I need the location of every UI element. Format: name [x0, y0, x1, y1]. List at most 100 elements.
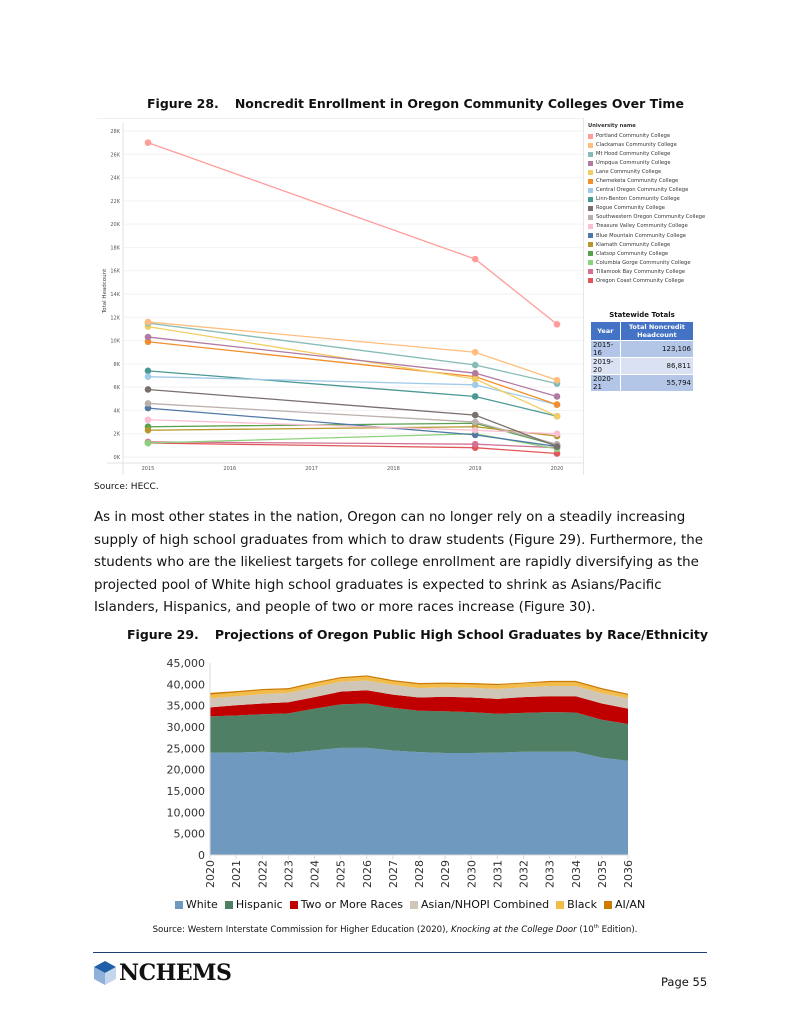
data-point	[144, 333, 152, 341]
legend-item: Oregon Coast Community College	[588, 276, 705, 285]
series-mt-hood-community-college	[144, 319, 561, 387]
x-tick-label: 2020	[551, 466, 564, 472]
table-row: 2015-16 123,106	[590, 340, 695, 358]
legend-label: Rogue Community College	[596, 205, 665, 212]
y-tick-label: 22K	[110, 199, 120, 205]
series-umpqua-community-college	[144, 333, 561, 400]
legend-swatch	[588, 142, 593, 148]
series-portland-community-college	[144, 139, 561, 328]
x-tick-label: 2018	[387, 466, 400, 472]
line-chart-svg: 0K 2K 4K 6K 8K 10K 12K 14K 16K 18K 20K 22K 24K 26K 28K…	[102, 123, 583, 475]
nchems-logo: NCHEMS	[93, 960, 232, 986]
data-point	[471, 411, 479, 419]
headcount-cell: 123,106	[619, 340, 695, 358]
x-tick-label: 2025	[335, 860, 348, 888]
source-title: Knocking at the College Door	[450, 924, 577, 935]
figure-28-title: Figure 28. Noncredit Enrollment in Oregon…	[147, 96, 684, 111]
legend-item: Columbia Gorge Community College	[588, 258, 705, 267]
data-point	[553, 320, 561, 328]
y-tick-label: 10K	[110, 339, 120, 345]
legend-item: Hispanic	[224, 898, 283, 911]
y-tick-label: 20K	[110, 222, 120, 228]
legend-item: Rogue Community College	[588, 204, 705, 213]
series-line	[147, 142, 558, 325]
data-point	[553, 430, 561, 438]
x-tick-label: 2017	[305, 466, 318, 472]
figure-title-text: Noncredit Enrollment in Oregon Community…	[234, 96, 684, 111]
source-text: Source: Western Interstate Commission fo…	[152, 924, 451, 935]
y-tick-label: 35,000	[167, 700, 206, 713]
data-point	[553, 376, 561, 384]
x-tick-label: 2034	[570, 860, 583, 888]
x-tick-label: 2019	[469, 466, 482, 472]
data-point	[144, 386, 152, 393]
headcount-cell: 55,794	[619, 374, 695, 392]
figure-29-title: Figure 29. Projections of Oregon Public H…	[127, 627, 708, 642]
table-row: 2019-20 86,811	[590, 357, 695, 375]
legend-label: AI/AN	[614, 898, 646, 911]
y-tick-label: 15,000	[167, 785, 206, 798]
legend-label: Clackamas Community College	[596, 142, 677, 149]
y-tick-label: 2K	[114, 432, 121, 438]
legend-swatch	[588, 169, 593, 175]
source-sup: th	[593, 924, 599, 930]
paragraph-text: As in most other states in the nation, O…	[94, 510, 704, 616]
legend-swatch	[603, 900, 612, 909]
legend-label: Clatsop Community College	[596, 250, 669, 257]
legend-label: Mt Hood Community College	[596, 151, 671, 158]
y-tick-label: 45,000	[167, 657, 206, 670]
data-point	[144, 139, 152, 146]
series-line	[147, 441, 558, 449]
data-point	[471, 440, 479, 448]
y-tick-label: 20,000	[167, 764, 206, 777]
y-tick-label: 16K	[110, 269, 120, 275]
legend-label: Two or More Races	[300, 898, 404, 911]
data-point	[471, 426, 479, 434]
data-point	[144, 373, 152, 380]
figure-number: Figure 29.	[127, 627, 199, 642]
data-point	[553, 412, 561, 420]
x-tick-label: 2028	[413, 860, 426, 888]
y-tick-label: 18K	[110, 245, 120, 251]
data-point	[144, 400, 152, 407]
x-tick-label: 2035	[596, 860, 609, 888]
legend-swatch	[588, 214, 593, 220]
statewide-totals-table: Statewide Totals Year Total Noncredit Hea…	[590, 311, 695, 392]
series-treasure-valley-community-college	[144, 416, 561, 438]
legend-item: Blue Mountain Community College	[588, 231, 705, 240]
figure-number: Figure 28.	[147, 96, 219, 111]
footer-divider	[93, 952, 707, 953]
data-point	[144, 367, 152, 375]
y-tick-label: 4K	[114, 408, 121, 414]
data-point	[471, 393, 479, 400]
legend-item: Clatsop Community College	[588, 249, 705, 258]
legend-item: Mt Hood Community College	[588, 150, 705, 159]
chart-legend: University name Portland Community Colle…	[588, 122, 705, 285]
y-tick-label: 0	[198, 849, 205, 862]
data-point	[144, 426, 152, 434]
x-tick-label: 2027	[387, 860, 400, 888]
y-tick-label: 28K	[110, 129, 120, 135]
figure-28-source: Source: HECC.	[94, 482, 159, 492]
legend-swatch	[588, 278, 593, 284]
y-tick-label: 0K	[114, 455, 121, 461]
legend-item: Chemeketa Community College	[588, 177, 705, 186]
legend-item: Tillamook Bay Community College	[588, 267, 705, 276]
series-line	[147, 322, 558, 385]
year-cell: 2019-20	[590, 357, 621, 375]
year-cell: 2015-16	[590, 340, 621, 358]
data-point	[144, 416, 152, 424]
legend-item: Treasure Valley Community College	[588, 222, 705, 231]
data-point	[553, 401, 561, 408]
y-tick-label: 14K	[110, 292, 120, 298]
x-tick-label: 2030	[465, 860, 478, 888]
legend-item: Black	[556, 898, 597, 911]
x-tick-label: 2022	[256, 860, 269, 888]
legend-label: Linn-Benton Community College	[596, 196, 680, 203]
noncredit-enrollment-chart: 0K 2K 4K 6K 8K 10K 12K 14K 16K 18K 20K 22K 24K 26K 28K…	[97, 118, 584, 475]
legend-swatch	[174, 900, 183, 909]
series-lane-community-college	[144, 323, 561, 420]
data-point	[471, 255, 479, 263]
legend-item: AI/AN	[603, 898, 646, 911]
series-clackamas-community-college	[144, 318, 561, 384]
